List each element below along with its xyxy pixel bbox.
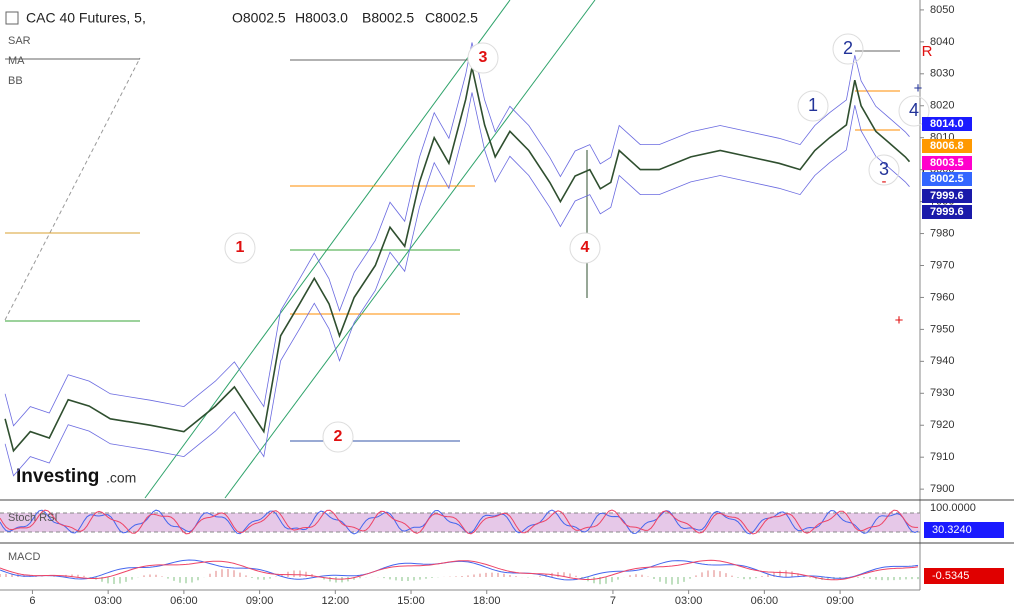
wave-circle [898,95,930,127]
macd-line [0,559,919,581]
marker: R [922,43,933,60]
price-label: 8003.5 [930,157,964,169]
y-tick-label: 8050 [930,4,954,16]
price-label-box [922,189,972,203]
x-tick-label: 06:00 [751,595,779,607]
wave-circle [322,421,354,453]
x-tick-label: 03:00 [94,595,122,607]
indicator-lines [0,509,919,585]
ohlc: H8003.0 [295,10,348,26]
price-label-box [922,139,972,153]
indicator-name: MA [8,55,25,67]
stoch-k [0,509,919,535]
x-tick-label: 15:00 [397,595,425,607]
macd-signal [0,559,919,581]
wave-circle [797,90,829,122]
y-tick-label: 7910 [930,451,954,463]
wave-circle [868,154,900,186]
x-tick-label: 03:00 [675,595,703,607]
wave-label: 2 [843,38,853,58]
x-tick-label: 09:00 [246,595,274,607]
collapse-icon[interactable] [5,11,19,25]
stoch-value: 30.3240 [932,524,972,536]
x-tick-label: 6 [29,595,35,607]
logo: Investing [16,466,99,487]
ohlc: B8002.5 [362,10,414,26]
price-label-box [922,205,972,219]
price-label: 8002.5 [930,173,964,185]
price-label-box [922,117,972,131]
x-tick-label: 09:00 [826,595,854,607]
y-tick-label: 7900 [930,483,954,495]
indicator-name: SAR [8,35,31,47]
stoch-tick: 100.0000 [930,502,976,514]
price-line [4,67,911,453]
wave-label: 3 [879,159,889,179]
y-tick-label: 7970 [930,259,954,271]
x-tick-label: 06:00 [170,595,198,607]
wave-label: 2 [334,428,343,445]
ohlc: C8002.5 [425,10,478,26]
macd-value: -0.5345 [932,570,969,582]
marker: + [914,80,923,97]
channel-line [144,0,511,499]
wave-label: 4 [909,100,919,120]
y-tick-label: 7930 [930,387,954,399]
wave-label: 4 [581,239,590,256]
x-tick-label: 12:00 [322,595,350,607]
y-tick-label: 7960 [930,291,954,303]
wave-label: 3 [479,49,488,66]
ohlc: O8002.5 [232,10,286,26]
wave-circle [467,42,499,74]
y-tick-label: 8020 [930,100,954,112]
macd-value-box [924,568,1004,584]
indicator-name: BB [8,75,23,87]
price-label: 8014.0 [930,118,964,130]
wave-circle [569,232,601,264]
y-tick-label: 7980 [930,227,954,239]
price-label: 8006.8 [930,140,964,152]
x-tick-label: 7 [610,595,616,607]
price-label-box [922,172,972,186]
price-label: 7999.6 [930,190,964,202]
price-label-box [922,156,972,170]
marker: + [895,312,904,329]
trend-line [4,57,141,321]
wave-label: 1 [808,95,818,115]
y-tick-label: 7950 [930,323,954,335]
wave-label: 1 [236,239,245,256]
logo-suffix: .com [106,470,136,486]
y-tick-label: 8040 [930,36,954,48]
y-tick-label: 7940 [930,355,954,367]
price-label: 7999.6 [930,206,964,218]
stoch-value-box [924,522,1004,538]
stoch-name: Stoch RSI [8,512,58,524]
x-tick-label: 18:00 [473,595,501,607]
y-tick-label: 7920 [930,419,954,431]
wave-circle [832,33,864,65]
y-tick-label: 8030 [930,68,954,80]
chart-title: CAC 40 Futures, 5, [26,10,146,26]
marker: - [882,173,887,190]
wave-circle [224,232,256,264]
macd-name: MACD [8,551,40,563]
stoch-d [0,509,918,535]
bollinger-lower [4,92,910,477]
